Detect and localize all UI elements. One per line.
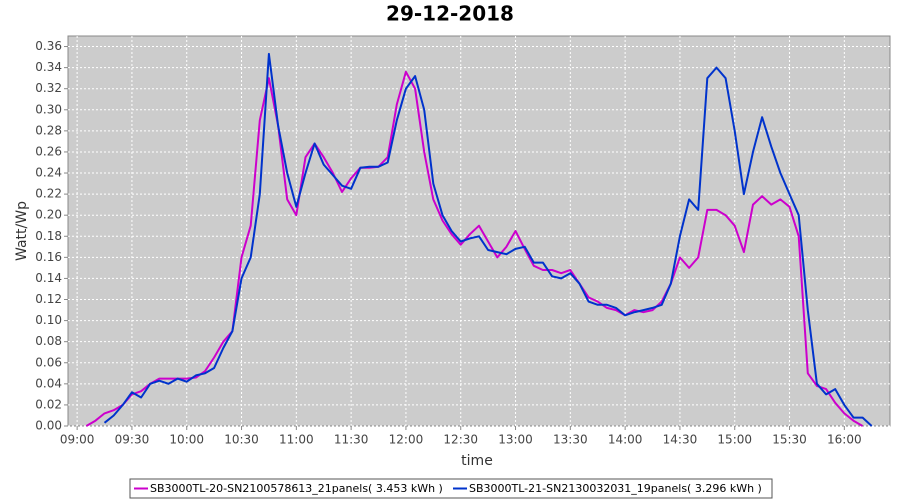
y-tick-label: 0.22 bbox=[35, 187, 62, 201]
y-tick-label: 0.12 bbox=[35, 292, 62, 306]
y-tick-label: 0.06 bbox=[35, 355, 62, 369]
y-tick-label: 0.34 bbox=[35, 60, 62, 74]
y-tick-label: 0.30 bbox=[35, 102, 62, 116]
series-line bbox=[85, 70, 864, 427]
x-tick-label: 11:00 bbox=[279, 433, 314, 447]
y-tick-label: 0.18 bbox=[35, 229, 62, 243]
y-tick-label: 0.16 bbox=[35, 250, 62, 264]
y-tick-label: 0.10 bbox=[35, 313, 62, 327]
x-tick-label: 14:00 bbox=[608, 433, 643, 447]
x-tick-label: 10:30 bbox=[224, 433, 259, 447]
y-tick-label: 0.02 bbox=[35, 397, 62, 411]
plot-area bbox=[67, 35, 891, 427]
legend-label: SB3000TL-20-SN2100578613_21panels( 3.453… bbox=[150, 482, 443, 495]
x-tick-label: 13:00 bbox=[498, 433, 533, 447]
x-tick-label: 13:30 bbox=[553, 433, 588, 447]
x-tick-label: 15:30 bbox=[772, 433, 807, 447]
legend-label: SB3000TL-21-SN2130032031_19panels( 3.296… bbox=[469, 482, 762, 495]
x-tick-label: 11:30 bbox=[334, 433, 369, 447]
y-axis-label: Watt/Wp bbox=[14, 201, 30, 261]
y-tick-label: 0.32 bbox=[35, 81, 62, 95]
x-tick-label: 12:00 bbox=[389, 433, 424, 447]
y-tick-label: 0.24 bbox=[35, 166, 62, 180]
y-tick-label: 0.20 bbox=[35, 208, 62, 222]
x-tick-label: 09:00 bbox=[60, 433, 95, 447]
y-tick-label: 0.00 bbox=[35, 419, 62, 433]
x-axis-label: time bbox=[461, 453, 493, 469]
x-tick-label: 09:30 bbox=[115, 433, 150, 447]
y-tick-label: 0.28 bbox=[35, 123, 62, 137]
chart-title: 29-12-2018 bbox=[386, 2, 514, 26]
x-tick-label: 12:30 bbox=[443, 433, 478, 447]
y-tick-label: 0.14 bbox=[35, 271, 62, 285]
x-tick-label: 14:30 bbox=[663, 433, 698, 447]
y-tick-label: 0.04 bbox=[35, 376, 62, 390]
legend bbox=[129, 478, 773, 499]
x-tick-label: 15:00 bbox=[717, 433, 752, 447]
y-tick-label: 0.26 bbox=[35, 144, 62, 158]
y-tick-label: 0.36 bbox=[35, 39, 62, 53]
series-line bbox=[103, 52, 873, 427]
x-tick-label: 16:00 bbox=[827, 433, 862, 447]
y-tick-label: 0.08 bbox=[35, 334, 62, 348]
x-tick-label: 10:00 bbox=[169, 433, 204, 447]
